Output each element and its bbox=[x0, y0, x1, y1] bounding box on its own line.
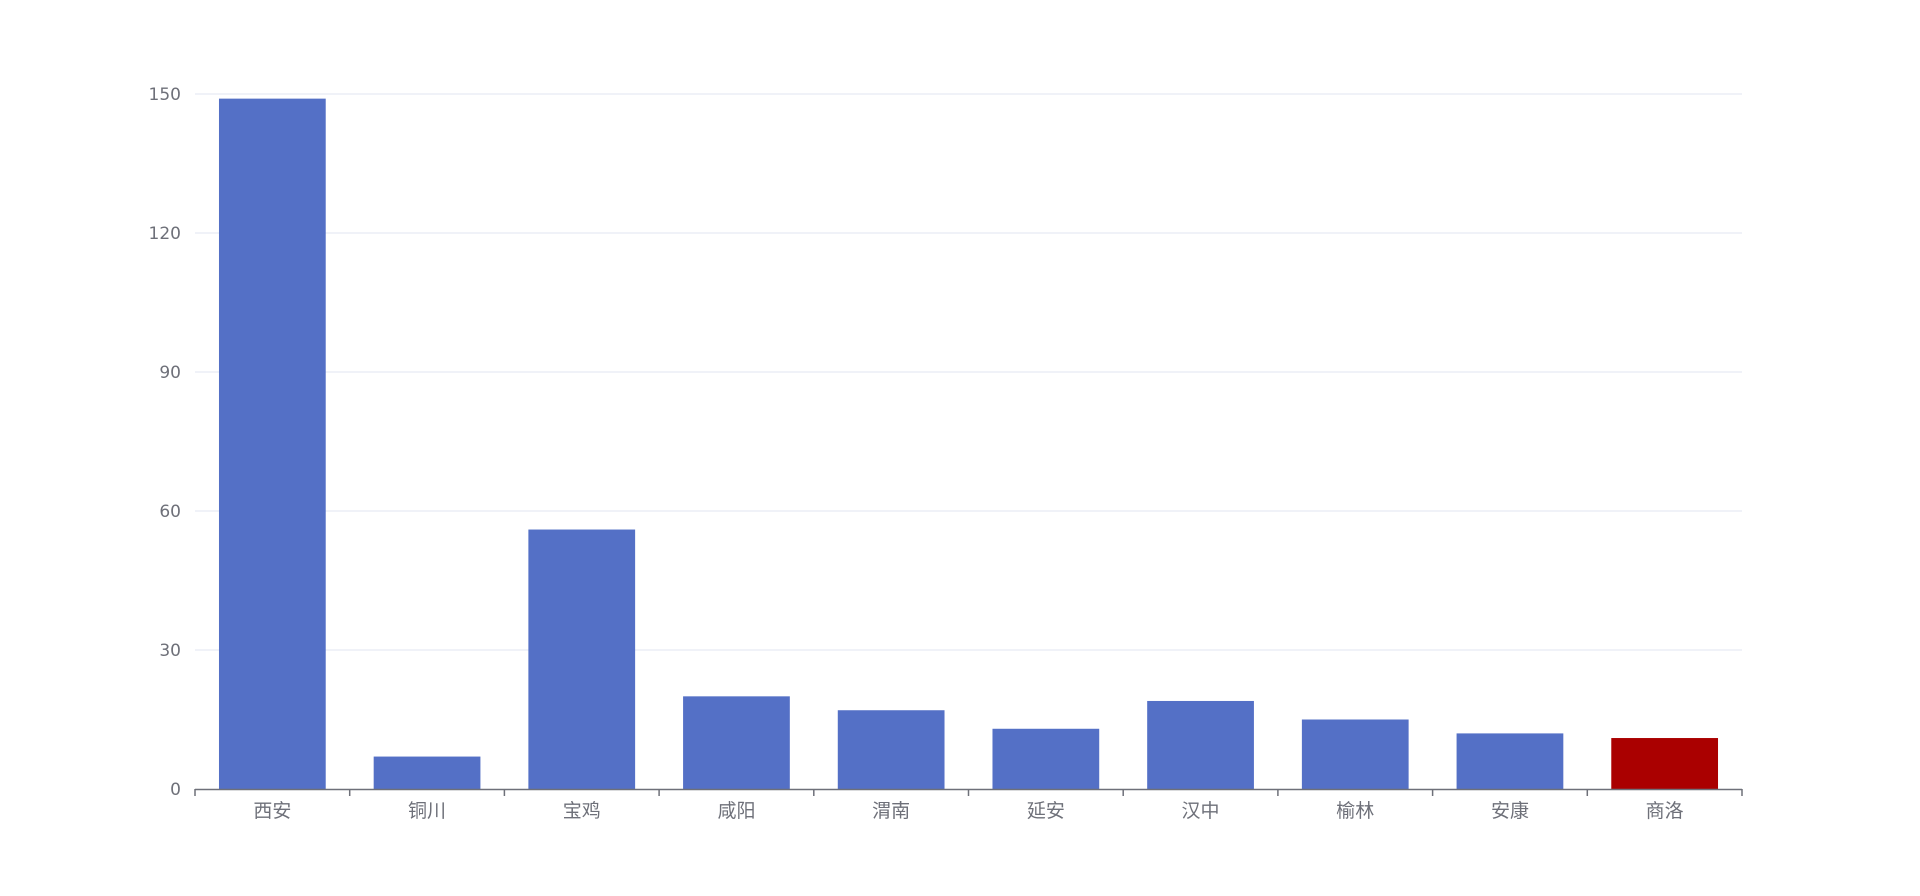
y-tick-label: 60 bbox=[159, 502, 181, 522]
tick-labels: 0 30 60 90 120 150 西安 铜川 宝鸡 咸阳 渭南 延安 汉中 榆林 安康 商洛 bbox=[149, 85, 1684, 822]
y-tick-label: 150 bbox=[149, 85, 181, 105]
bar-4[interactable] bbox=[837, 710, 945, 789]
bars bbox=[218, 98, 1719, 790]
x-tick-label: 西安 bbox=[253, 800, 291, 822]
bar-5[interactable] bbox=[992, 728, 1100, 789]
axes bbox=[194, 788, 1743, 796]
bar-6[interactable] bbox=[1147, 700, 1254, 789]
bar-2[interactable] bbox=[528, 529, 636, 789]
grid-lines bbox=[195, 93, 1742, 651]
x-tick-label: 宝鸡 bbox=[563, 800, 601, 822]
x-tick-label: 咸阳 bbox=[717, 800, 755, 822]
y-tick-label: 120 bbox=[149, 224, 181, 244]
x-tick-label: 榆林 bbox=[1336, 800, 1374, 822]
x-tick-label: 铜川 bbox=[408, 800, 446, 822]
x-tick-label: 安康 bbox=[1491, 800, 1529, 822]
y-tick-label: 90 bbox=[159, 363, 181, 383]
bar-9[interactable] bbox=[1611, 738, 1719, 789]
x-tick-label: 商洛 bbox=[1646, 800, 1684, 822]
bar-7[interactable] bbox=[1301, 719, 1409, 790]
x-tick-label: 渭南 bbox=[872, 800, 910, 822]
y-tick-label: 0 bbox=[170, 780, 181, 800]
bar-0[interactable] bbox=[218, 98, 326, 790]
bar-1[interactable] bbox=[373, 756, 481, 789]
y-tick-label: 30 bbox=[159, 641, 181, 661]
bar-3[interactable] bbox=[683, 696, 790, 789]
x-tick-label: 延安 bbox=[1027, 800, 1065, 822]
bar-8[interactable] bbox=[1456, 733, 1564, 789]
x-tick-label: 汉中 bbox=[1182, 800, 1220, 822]
